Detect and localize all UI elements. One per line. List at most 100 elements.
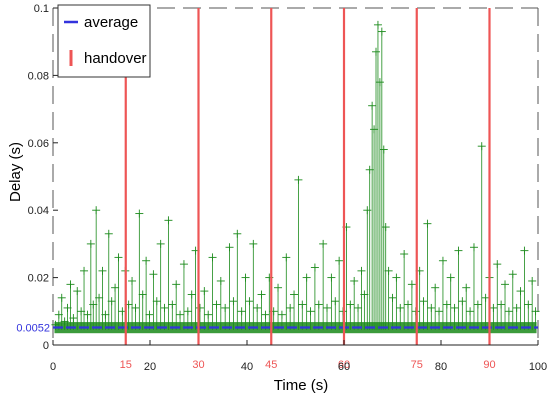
delay-point (520, 246, 529, 255)
delay-point (229, 297, 238, 306)
delay-point (249, 239, 258, 248)
delay-point (277, 310, 286, 319)
delay-point (131, 303, 140, 312)
delay-point (172, 280, 181, 289)
handover-time-label: 75 (411, 359, 423, 371)
x-tick-label: 0 (50, 361, 56, 373)
legend-average-label: average (84, 14, 138, 31)
delay-point (392, 273, 401, 282)
delay-point (142, 256, 151, 265)
delay-point (427, 303, 436, 312)
delay-point (431, 283, 440, 292)
delay-point (245, 297, 254, 306)
delay-point (274, 283, 283, 292)
delay-point (164, 216, 173, 225)
delay-point (454, 246, 463, 255)
delay-point (370, 125, 379, 134)
delay-point (477, 142, 486, 151)
x-tick-label: 40 (241, 361, 253, 373)
delay-point (508, 270, 517, 279)
axes: 0 20 40 60 80 100 0 0.02 0.04 0.06 0.08 0.1 (28, 3, 548, 373)
delay-point (469, 243, 478, 252)
delay-point (168, 300, 177, 309)
legend-handover-label: handover (84, 50, 147, 67)
delay-point (531, 307, 540, 316)
delay-point (114, 253, 123, 262)
delay-point (419, 297, 428, 306)
delay-point (233, 229, 242, 238)
delay-point (138, 290, 147, 299)
delay-point (335, 256, 344, 265)
delay-point (489, 303, 498, 312)
delay-point (98, 266, 107, 275)
delay-point (160, 303, 169, 312)
handover-time-label: 60 (338, 359, 350, 371)
delay-point (442, 300, 451, 309)
handover-time-label: 30 (192, 359, 204, 371)
delay-point (176, 310, 185, 319)
delay-point (179, 260, 188, 269)
handover-time-label: 90 (483, 359, 495, 371)
legend-box (57, 4, 151, 78)
delay-point (145, 310, 154, 319)
delay-point (375, 78, 384, 87)
delay-point (384, 266, 393, 275)
delay-point (290, 290, 299, 299)
delay-point (107, 297, 116, 306)
delay-point (80, 266, 89, 275)
handover-time-label: 15 (120, 359, 132, 371)
delay-point (95, 293, 104, 302)
delay-point (286, 303, 295, 312)
average-line-group: 0.0052 (16, 322, 538, 334)
handover-time-label: 45 (265, 359, 277, 371)
delay-point (372, 47, 381, 56)
delay-point (204, 310, 213, 319)
delay-point (282, 253, 291, 262)
delay-point (261, 310, 270, 319)
x-tick-label: 100 (529, 361, 547, 373)
x-axis-label: Time (s) (274, 377, 328, 394)
delay-point (225, 243, 234, 252)
delay-point (379, 145, 388, 154)
delay-point (446, 273, 455, 282)
y-tick-label: 0 (43, 340, 49, 352)
delay-point (493, 260, 502, 269)
delay-point (57, 293, 66, 302)
delay-point (501, 280, 510, 289)
delay-point (373, 20, 382, 29)
delay-point (314, 300, 323, 309)
delay-point (377, 27, 386, 36)
delay-point (512, 303, 521, 312)
delay-point (450, 303, 459, 312)
delay-point (104, 229, 113, 238)
delay-point (423, 219, 432, 228)
delay-point (152, 297, 161, 306)
delay-point (400, 250, 409, 259)
y-tick-label: 0.02 (28, 273, 49, 285)
delay-point (466, 307, 475, 316)
delay-point (237, 307, 246, 316)
delay-point (183, 307, 192, 316)
delay-point (331, 297, 340, 306)
delay-point (319, 239, 328, 248)
delay-point (354, 303, 363, 312)
y-tick-label: 0.1 (34, 3, 49, 15)
delay-point (368, 101, 377, 110)
delay-point (221, 303, 230, 312)
delay-point (404, 300, 413, 309)
delay-point (438, 256, 447, 265)
y-axis-label: Delay (s) (7, 142, 24, 202)
y-tick-label: 0.04 (28, 205, 49, 217)
delay-point (69, 314, 78, 323)
delay-point (200, 287, 209, 296)
delay-point (458, 297, 467, 306)
delay-point (381, 223, 390, 232)
delay-point (208, 253, 217, 262)
delay-point (323, 303, 332, 312)
delay-point (306, 307, 315, 316)
delay-point (350, 276, 359, 285)
delay-point (101, 310, 110, 319)
delay-point (302, 273, 311, 282)
delay-point (310, 263, 319, 272)
